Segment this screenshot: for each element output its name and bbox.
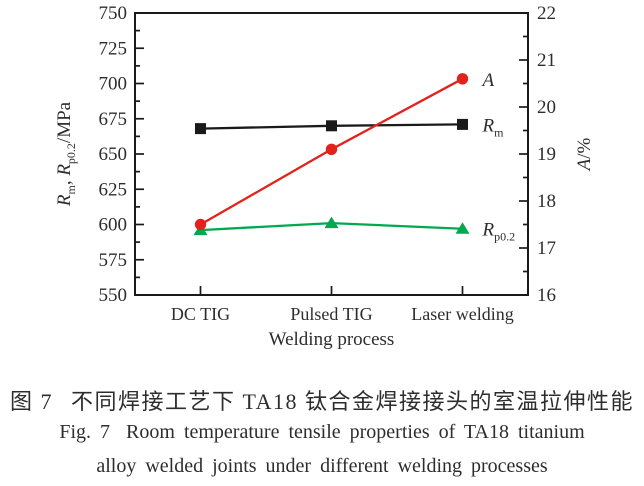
x-axis-category-label: Pulsed TIG [290, 304, 372, 324]
right-axis-tick-label: 20 [537, 97, 556, 118]
chart-area: 550 575 600 625 650 675 700 725 750 16 17 18 19 20 21 2… [54, 3, 595, 350]
marker-circle-A [194, 218, 207, 231]
right-axis-tick-label: 16 [537, 285, 556, 306]
marker-triangle-Rp0.2 [455, 222, 470, 234]
left-axis-tick-label: 625 [99, 179, 128, 200]
left-axis-title: Rm, Rp0.2/MPa [54, 101, 78, 207]
x-axis-category-label: Laser welding [411, 304, 513, 324]
caption-english-line2: alloy welded joints under different weld… [96, 455, 548, 477]
caption-en-figno: Fig. 7 [59, 421, 111, 443]
marker-triangle-Rp0.2 [324, 216, 339, 229]
right-axis-tick-label: 17 [537, 238, 556, 259]
left-axis-tick-label: 650 [99, 144, 128, 165]
caption-chinese: 图 7 不同焊接工艺下 TA18 钛合金焊接接头的室温拉伸性能 [0, 384, 644, 416]
marker-square-Rm [195, 123, 206, 135]
left-axis-tick-label: 750 [99, 3, 128, 24]
right-axis-tick-label: 18 [537, 191, 556, 212]
marker-circle-A [325, 143, 338, 155]
series-label-A: A [481, 70, 495, 91]
left-axis-tick-label: 600 [99, 215, 128, 236]
tensile-properties-chart: 550 575 600 625 650 675 700 725 750 16 17 18 19 20 21 2… [54, 3, 595, 350]
series-label-Rm: Rm [482, 115, 505, 139]
x-axis-title: Welding process [269, 329, 395, 350]
left-axis-tick-label: 725 [99, 38, 128, 59]
marker-square-Rm [457, 118, 468, 130]
right-axis-tick-label: 21 [537, 50, 556, 71]
x-axis-category-label: DC TIG [171, 304, 230, 324]
caption-en-text: Room temperature tensile properties of T… [126, 421, 585, 443]
series-label-Rp0.2: Rp0.2 [482, 220, 516, 244]
left-axis-tick-label: 575 [99, 250, 128, 271]
caption-zh-text: 不同焊接工艺下 TA18 钛合金焊接接头的室温拉伸性能 [70, 389, 635, 414]
right-axis-title: A/% [574, 137, 595, 172]
left-axis-tick-label: 675 [99, 109, 128, 130]
left-axis-tick-label: 550 [99, 285, 128, 306]
right-axis-tick-label: 19 [537, 144, 556, 165]
right-axis-tick-label: 22 [537, 3, 556, 24]
left-axis-tick-label: 700 [99, 74, 128, 95]
caption-zh-figno: 图 7 [9, 389, 53, 414]
marker-square-Rm [326, 120, 337, 132]
marker-circle-A [456, 73, 469, 85]
caption-english-line1: Fig. 7 Room temperature tensile propertie… [0, 421, 644, 444]
